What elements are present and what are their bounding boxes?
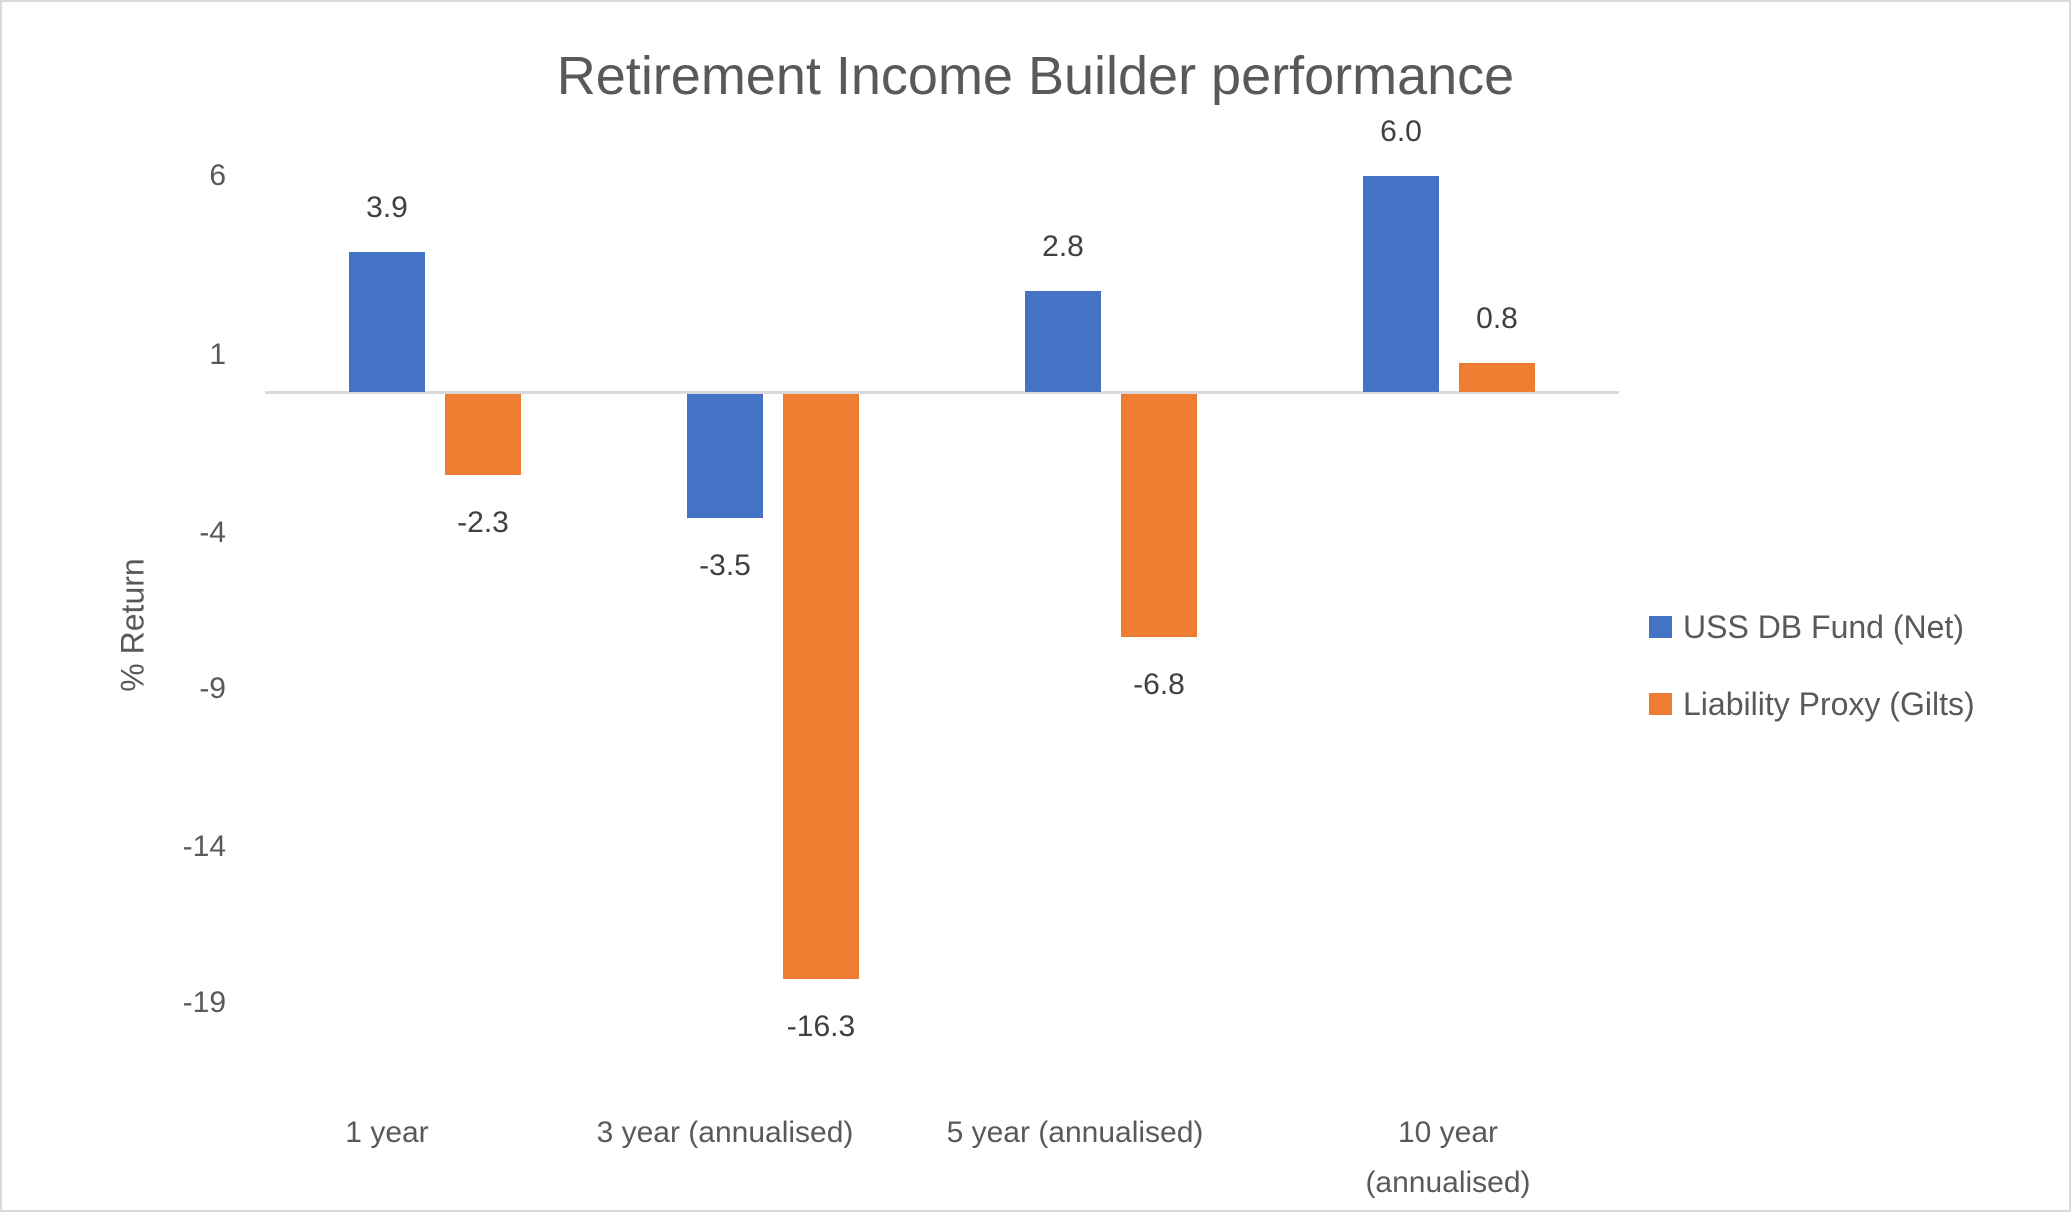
legend-swatch-blue: [1649, 616, 1672, 638]
category-label-line: 5 year (annualised): [946, 1116, 1204, 1149]
data-label: -3.5: [699, 549, 751, 582]
bar-uss-db-fund[interactable]: [687, 394, 763, 518]
y-tick-label: -14: [182, 830, 226, 863]
chart-title: Retirement Income Builder performance: [556, 46, 1515, 106]
category-label: 10 year (annualised): [1279, 1108, 1617, 1208]
data-label: -6.8: [1133, 667, 1185, 701]
legend-label: Liability Proxy (Gilts): [1683, 686, 1975, 722]
data-label: -2.3: [457, 505, 509, 539]
category-label-line: 10 year: [1397, 1116, 1499, 1149]
bar-liability-proxy[interactable]: [783, 394, 859, 979]
y-tick-label: 6: [209, 159, 226, 192]
category-label-line: (annualised): [1365, 1166, 1531, 1199]
bar-liability-proxy[interactable]: [1459, 363, 1535, 392]
bar-liability-proxy[interactable]: [445, 394, 521, 475]
data-label: 2.8: [1042, 230, 1084, 264]
legend-swatch-orange: [1649, 693, 1672, 715]
y-tick-label: -19: [182, 986, 226, 1019]
category-label: 5 year (annualised): [906, 1108, 1244, 1158]
bar-uss-db-fund[interactable]: [1363, 176, 1439, 392]
data-label: -16.3: [786, 1009, 856, 1043]
data-label: 3.9: [366, 190, 408, 224]
y-tick-label: -9: [199, 672, 226, 705]
y-tick-label: 1: [209, 338, 226, 371]
bar-liability-proxy[interactable]: [1121, 394, 1197, 637]
legend-label: USS DB Fund (Net): [1683, 609, 1964, 645]
y-tick-label: -4: [199, 516, 226, 549]
y-axis-title: % Return: [114, 558, 151, 692]
data-label: 6.0: [1380, 115, 1422, 148]
category-label-line: 3 year (annualised): [596, 1116, 854, 1149]
category-label-line: 1 year: [345, 1116, 429, 1149]
category-label: 3 year (annualised): [556, 1108, 894, 1158]
x-axis-line: [265, 391, 1619, 394]
category-label: 1 year: [218, 1108, 556, 1158]
bar-uss-db-fund[interactable]: [349, 251, 425, 392]
data-label: 0.8: [1476, 302, 1518, 336]
bar-uss-db-fund[interactable]: [1025, 291, 1101, 392]
